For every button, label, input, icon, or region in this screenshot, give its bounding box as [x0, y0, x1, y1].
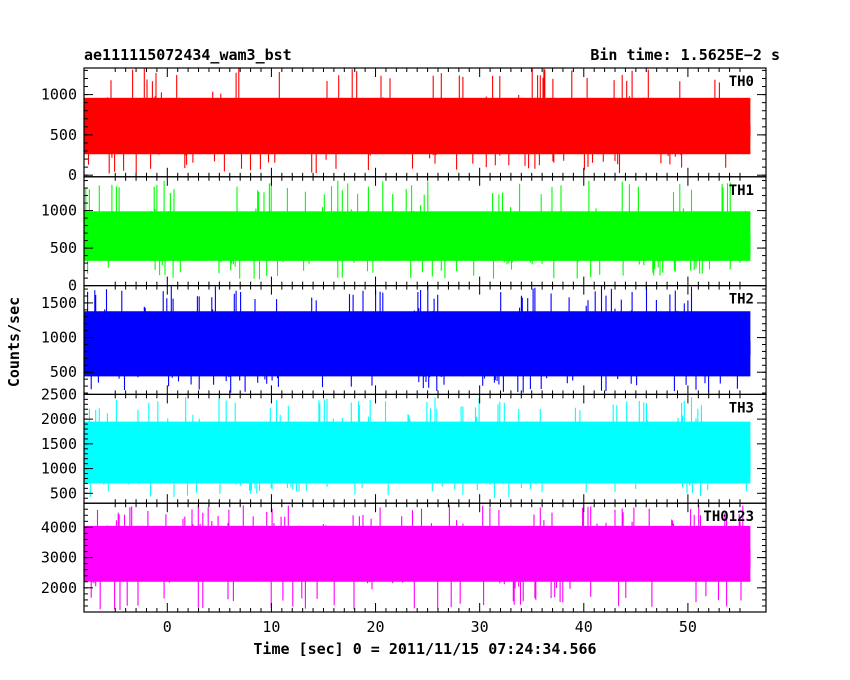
- panel-label-th1: TH1: [729, 183, 754, 199]
- y-tick-label: 0: [68, 166, 77, 184]
- panel-th3: 500 1000 1500 2000 2500 TH3: [41, 385, 767, 504]
- panel-label-th0: TH0: [729, 74, 754, 90]
- chart-title: ae111115072434_wam3_bst: [84, 46, 292, 64]
- x-tick-label: 50: [679, 618, 697, 636]
- y-tick-label: 500: [50, 484, 77, 502]
- y-tick-label: 500: [50, 239, 77, 257]
- panel-label-th2: TH2: [729, 292, 754, 308]
- y-tick-label: 0: [68, 277, 77, 295]
- y-tick-label: 1000: [41, 86, 77, 104]
- y-tick-label: 1000: [41, 329, 77, 347]
- panel-label-th3: TH3: [729, 400, 754, 416]
- y-axis-label: Counts/sec: [5, 297, 23, 387]
- y-tick-label: 4000: [41, 518, 77, 536]
- x-tick-label: 20: [367, 618, 385, 636]
- series-band-th1: [84, 211, 751, 261]
- y-tick-label: 500: [50, 126, 77, 144]
- x-tick-label: 40: [575, 618, 593, 636]
- x-tick-label: 30: [471, 618, 489, 636]
- y-tick-label: 1500: [41, 294, 77, 312]
- panel-label-th0123: TH0123: [703, 509, 754, 525]
- y-tick-label: 1000: [41, 460, 77, 478]
- y-tick-label: 2000: [41, 410, 77, 428]
- y-tick-label: 3000: [41, 549, 77, 567]
- series-band-th3: [84, 421, 751, 484]
- y-tick-label: 1500: [41, 435, 77, 453]
- panel-th0: 0 500 1000 TH0: [41, 67, 767, 184]
- series-band-th0123: [84, 525, 751, 582]
- y-tick-label: 2500: [41, 385, 77, 403]
- y-tick-label: 500: [50, 363, 77, 381]
- panel-th0123: 2000 3000 4000 TH0123: [41, 502, 767, 613]
- panel-th2: 500 1000 1500 TH2: [41, 285, 767, 396]
- series-band-th0: [84, 97, 751, 155]
- bin-time-label: Bin time: 1.5625E−2 s: [590, 46, 780, 64]
- series-band-th2: [84, 311, 751, 377]
- x-axis-label: Time [sec] 0 = 2011/11/15 07:24:34.566: [253, 640, 596, 658]
- panel-th1: 0 500 1000 TH1: [41, 176, 767, 295]
- y-tick-label: 1000: [41, 202, 77, 220]
- x-tick-label: 0: [163, 618, 172, 636]
- y-tick-label: 2000: [41, 579, 77, 597]
- x-tick-label: 10: [262, 618, 280, 636]
